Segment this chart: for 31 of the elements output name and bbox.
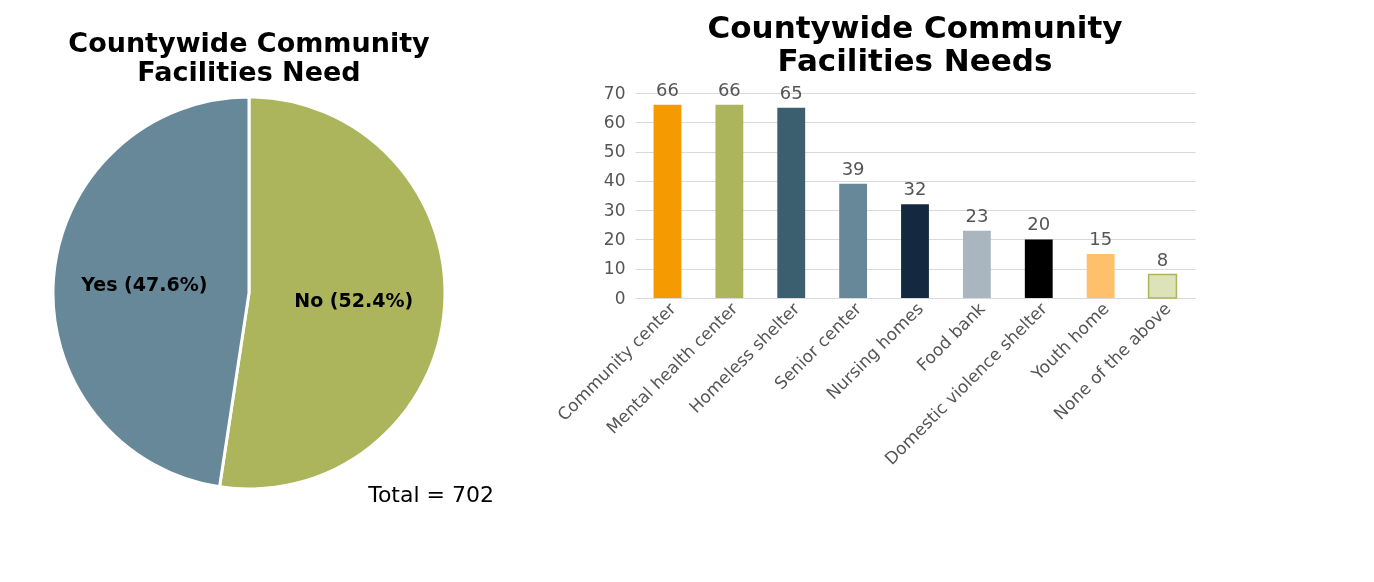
bar: [839, 183, 868, 298]
y-tick-label: 60: [603, 111, 626, 132]
chart-title: Countywide Community Facilities Needs: [707, 8, 1123, 78]
data-label: 15: [1089, 228, 1113, 250]
y-tick-label: 50: [603, 141, 626, 162]
bar: [1086, 254, 1115, 298]
bar: [777, 107, 806, 298]
data-label: 66: [717, 78, 741, 100]
bar: [901, 204, 929, 298]
data-label: 8: [1156, 248, 1169, 270]
data-label: 23: [965, 204, 989, 226]
bar: [1147, 273, 1178, 299]
y-tick-label: 0: [614, 287, 626, 308]
data-label: 65: [779, 81, 803, 103]
data-label: 20: [1027, 213, 1051, 235]
bar: [962, 230, 991, 298]
data-label: 39: [841, 157, 865, 179]
y-tick-label: 30: [603, 199, 626, 220]
chart-title: Countywide Community Facilities Need: [68, 27, 431, 87]
data-label: 66: [656, 78, 679, 100]
slice-label: No (52.4%): [294, 288, 414, 311]
bar: [1024, 239, 1053, 298]
data-label: 32: [903, 178, 927, 200]
y-tick-label: 20: [603, 228, 626, 249]
y-tick-label: 40: [603, 170, 626, 191]
slice-label: Yes (47.6%): [80, 273, 208, 296]
bar: [715, 104, 744, 298]
y-tick-label: 70: [603, 82, 626, 103]
y-tick-label: 10: [603, 258, 626, 279]
bar: [653, 104, 682, 298]
text: Total = 702: [367, 482, 494, 507]
